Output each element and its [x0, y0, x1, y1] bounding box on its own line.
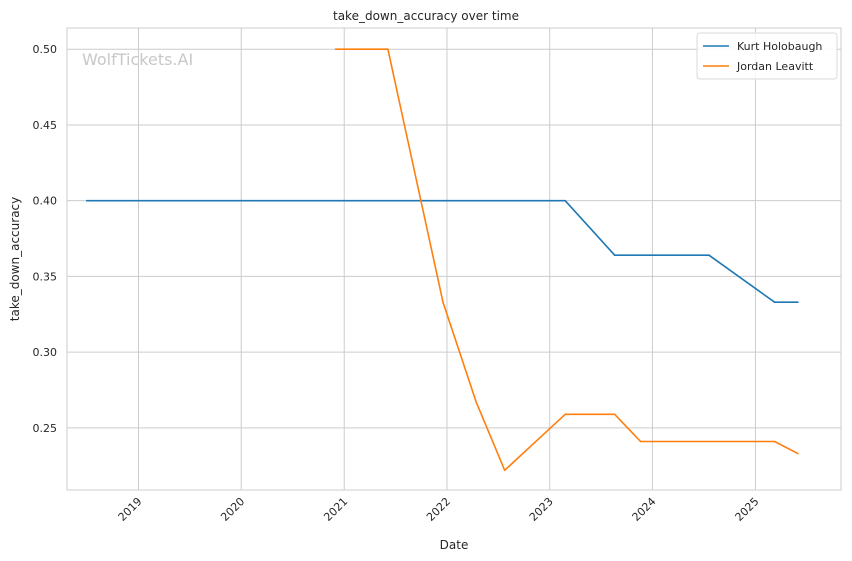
data-point-kurt-holobaugh: [708, 254, 710, 256]
data-point-jordan-leavitt: [387, 48, 389, 50]
y-tick-label: 0.40: [33, 195, 58, 208]
data-point-jordan-leavitt: [797, 452, 799, 455]
series-lines: [85, 48, 799, 472]
y-tick-label: 0.50: [33, 43, 58, 56]
legend: Kurt Holobaugh Jordan Leavitt: [696, 32, 838, 80]
data-point-jordan-leavitt: [564, 413, 566, 416]
watermark: WolfTickets.AI: [82, 50, 193, 69]
legend-label-kurt-holobaugh: Kurt Holobaugh: [737, 40, 822, 53]
chart-title: take_down_accuracy over time: [333, 9, 519, 23]
legend-box: [696, 32, 838, 80]
data-point-jordan-leavitt: [334, 48, 337, 50]
y-tick-label: 0.25: [33, 422, 58, 435]
data-point-kurt-holobaugh: [773, 301, 776, 304]
y-tick-labels: 0.25 0.30 0.35 0.40 0.45 0.50: [33, 43, 58, 435]
y-tick-label: 0.35: [33, 270, 58, 283]
data-point-jordan-leavitt: [639, 440, 642, 443]
data-point-kurt-holobaugh: [797, 301, 799, 304]
series-line-kurt-holobaugh: [86, 199, 798, 304]
series-line-jordan-leavitt: [335, 48, 799, 472]
y-tick-label: 0.45: [33, 119, 58, 132]
data-point-kurt-holobaugh: [613, 254, 616, 256]
data-point-jordan-leavitt: [773, 440, 776, 443]
y-axis-label: take_down_accuracy: [8, 197, 22, 321]
x-axis-label: Date: [440, 538, 469, 552]
data-point-jordan-leavitt: [613, 413, 616, 416]
plot-frame: [66, 27, 842, 491]
legend-label-jordan-leavitt: Jordan Leavitt: [736, 60, 814, 73]
data-point-jordan-leavitt: [442, 301, 444, 304]
y-tick-label: 0.30: [33, 346, 58, 359]
data-point-kurt-holobaugh: [85, 199, 88, 202]
data-point-jordan-leavitt: [475, 401, 478, 403]
data-point-kurt-holobaugh: [564, 199, 566, 202]
data-point-jordan-leavitt: [503, 469, 506, 472]
